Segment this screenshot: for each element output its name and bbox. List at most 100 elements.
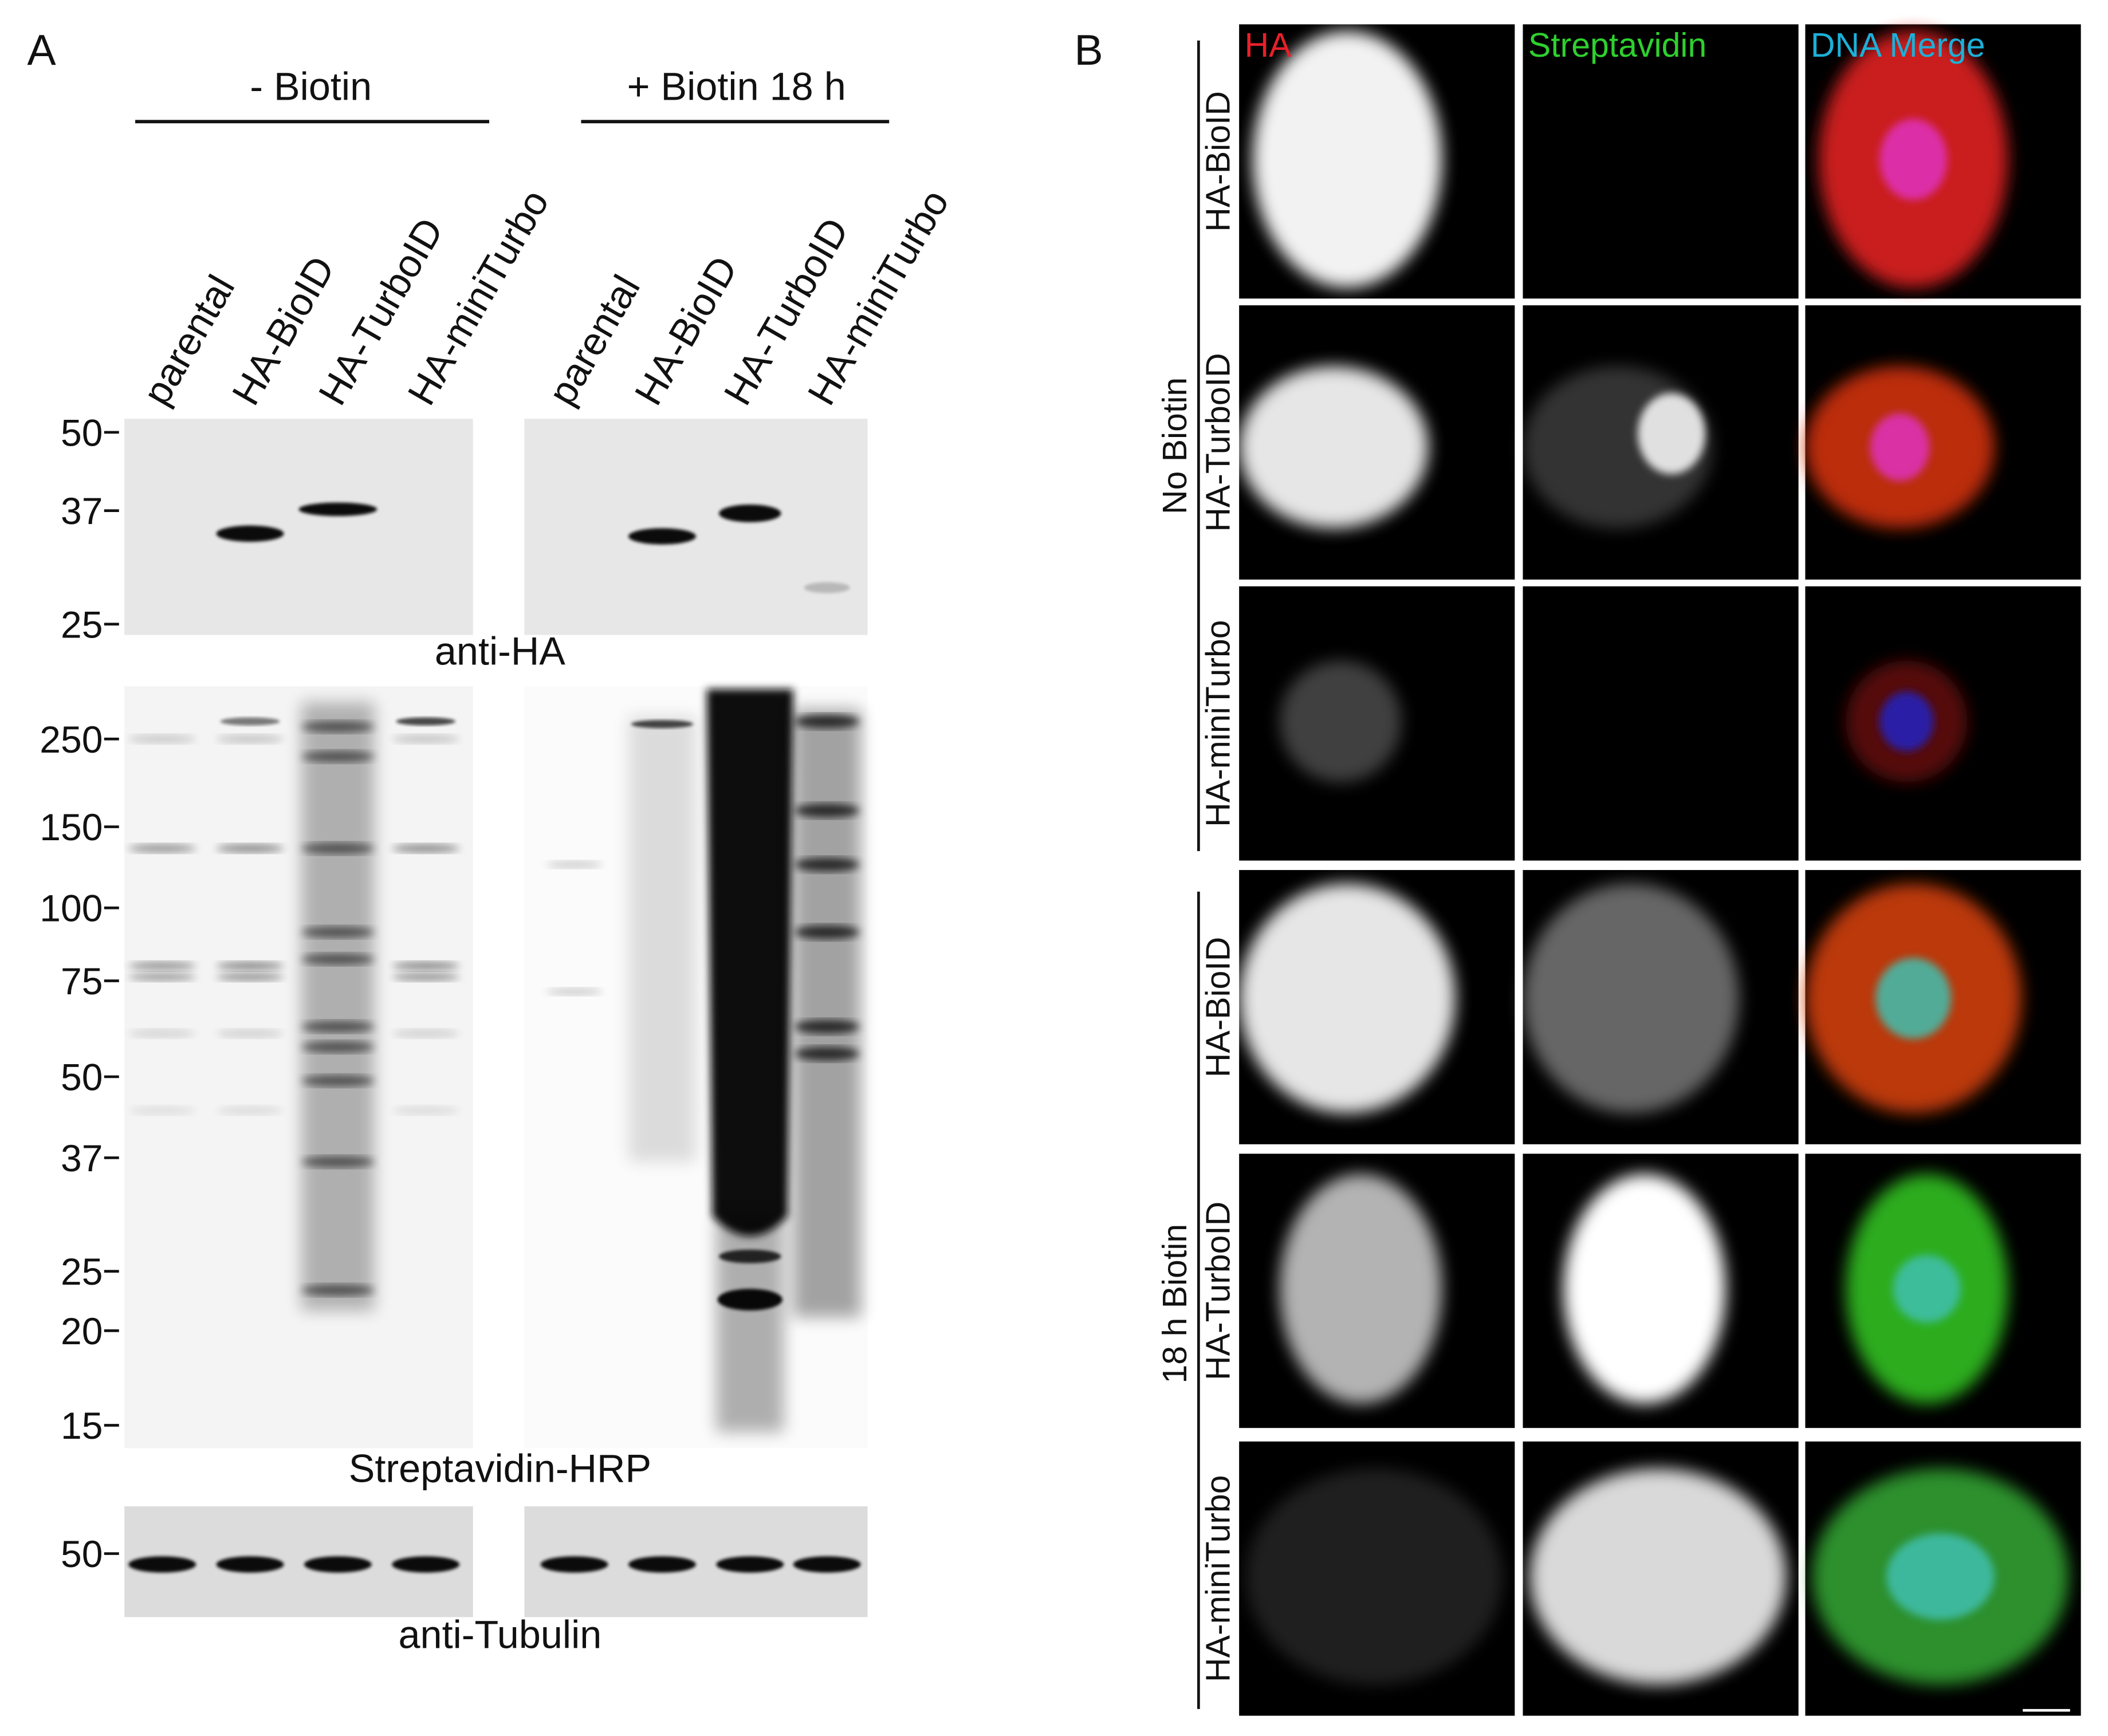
nucleus: [1870, 413, 1930, 481]
cell: [1239, 366, 1429, 529]
channel-label: Streptavidin: [1528, 27, 1706, 64]
band: [128, 1106, 196, 1115]
mw-marker: 25: [61, 603, 103, 645]
band: [301, 927, 375, 938]
band: [546, 861, 603, 868]
condition-label: No Biotin: [1157, 377, 1194, 514]
micrograph: [1523, 24, 1799, 299]
row-label: HA-TurboID: [1200, 1202, 1237, 1380]
channel-label: DNA Merge: [1811, 27, 1985, 64]
blot-membrane: [124, 686, 473, 1448]
row-label: HA-TurboID: [1200, 353, 1237, 532]
band: [795, 714, 860, 729]
band: [128, 1029, 196, 1038]
mw-marker: 50: [61, 1056, 103, 1099]
band: [719, 504, 781, 522]
band: [392, 1556, 460, 1573]
band: [216, 973, 284, 981]
blot-membrane: [524, 419, 868, 635]
cell: [1245, 1468, 1503, 1685]
band: [128, 962, 196, 970]
mw-marker: 50: [61, 411, 103, 454]
band: [301, 1021, 375, 1033]
blot-name: anti-HA: [435, 630, 565, 674]
mw-marker: 250: [40, 718, 103, 761]
blot-name: anti-Tubulin: [399, 1613, 602, 1657]
band: [804, 582, 850, 593]
mw-marker: 20: [61, 1310, 103, 1352]
smear: [793, 709, 861, 1317]
row-label: HA-miniTurbo: [1200, 620, 1237, 826]
panel-label: A: [27, 26, 56, 74]
band: [128, 844, 196, 853]
band: [301, 721, 375, 733]
band: [301, 843, 375, 854]
smear: [706, 688, 793, 1237]
band: [396, 717, 456, 726]
band: [546, 988, 603, 995]
cell: [1279, 1174, 1442, 1404]
cell: [1563, 1174, 1726, 1404]
nucleus: [1875, 958, 1952, 1039]
mw-marker: 150: [40, 806, 103, 848]
band: [301, 954, 375, 965]
band: [301, 1041, 375, 1053]
band: [628, 1556, 696, 1573]
band: [128, 973, 196, 981]
nucleus: [1886, 1533, 1995, 1620]
cell: [1637, 393, 1705, 474]
band: [301, 1156, 375, 1167]
cell: [1279, 660, 1402, 782]
band: [216, 525, 284, 542]
blot-name: Streptavidin-HRP: [349, 1447, 651, 1491]
cell: [1239, 883, 1456, 1113]
channel-label: HA: [1245, 27, 1292, 64]
band: [298, 502, 377, 517]
blot-membrane: [124, 419, 473, 635]
nucleus: [1879, 119, 1948, 200]
group-label: - Biotin: [250, 65, 372, 109]
panel-label: B: [1074, 26, 1103, 74]
row-label: HA-miniTurbo: [1200, 1475, 1237, 1682]
band: [392, 1029, 460, 1038]
band: [795, 1047, 860, 1061]
band: [216, 844, 284, 853]
band: [392, 962, 460, 970]
row-label: HA-BioID: [1200, 91, 1237, 232]
mw-marker: 37: [61, 1137, 103, 1179]
smear: [716, 1215, 784, 1432]
row-label: HA-BioID: [1200, 937, 1237, 1078]
smear: [628, 716, 696, 1162]
cell: [1529, 1468, 1787, 1685]
mw-marker: 25: [61, 1250, 103, 1293]
band: [717, 1289, 782, 1310]
band: [301, 751, 375, 762]
band: [795, 925, 860, 939]
mw-marker: 15: [61, 1404, 103, 1447]
condition-label: 18 h Biotin: [1157, 1224, 1194, 1384]
band: [719, 1249, 781, 1263]
mw-marker: 37: [61, 490, 103, 532]
band: [628, 528, 696, 545]
band: [631, 720, 694, 729]
cell: [1252, 31, 1442, 288]
nucleus: [1893, 1255, 1961, 1323]
band: [304, 1556, 372, 1573]
mw-marker: 75: [61, 960, 103, 1002]
band: [795, 804, 860, 818]
band: [301, 1075, 375, 1087]
band: [220, 717, 280, 726]
band: [392, 973, 460, 981]
cell: [1523, 883, 1739, 1113]
band: [216, 1106, 284, 1115]
band: [216, 962, 284, 970]
band: [793, 1556, 861, 1573]
band: [128, 1556, 196, 1573]
band: [392, 1106, 460, 1115]
micrograph: [1523, 586, 1799, 861]
nucleus: [1879, 691, 1934, 751]
group-label: + Biotin 18 h: [627, 65, 846, 109]
band: [392, 735, 460, 743]
band: [540, 1556, 608, 1573]
